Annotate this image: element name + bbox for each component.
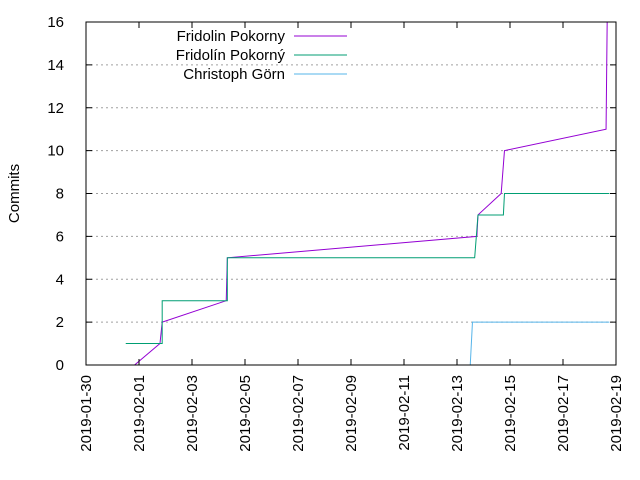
legend-label: Christoph Görn [183,66,285,83]
legend-label: Fridolín Pokorný [176,47,286,64]
series-line-1 [125,193,610,345]
y-tick-label: 14 [47,57,64,74]
y-tick-label: 8 [56,186,64,203]
x-tick-label: 2019-02-09 [343,375,360,452]
y-tick-label: 6 [56,228,64,245]
series-lines [125,21,610,366]
y-tick-label: 16 [47,14,64,31]
x-tick-label: 2019-02-15 [502,375,519,452]
y-tick-label: 2 [56,314,64,331]
series-line-2 [469,321,610,366]
y-tick-label: 4 [56,271,64,288]
x-tick-label: 2019-02-01 [131,375,148,452]
y-axis-label: Commits [6,164,23,223]
axis-ticks: 0 2 4 6 8 10 12 14 16 2019-01-30 2019-02-01 2019-02… [47,14,625,452]
x-tick-label: 2019-02-19 [608,375,625,452]
legend-label: Fridolin Pokorny [177,28,286,45]
y-tick-label: 12 [47,100,64,117]
legend: Fridolin Pokorny Fridolín Pokorný Christop… [176,28,347,83]
x-tick-label: 2019-02-07 [290,375,307,452]
x-tick-label: 2019-02-17 [555,375,572,452]
y-tick-label: 10 [47,143,64,160]
series-line-0 [134,21,608,366]
y-tick-label: 0 [56,357,64,374]
x-tick-label: 2019-02-11 [396,375,413,451]
x-tick-label: 2019-02-03 [184,375,201,452]
x-tick-label: 2019-02-05 [237,375,254,452]
x-tick-label: 2019-01-30 [78,375,95,452]
x-tick-label: 2019-02-13 [449,375,466,452]
